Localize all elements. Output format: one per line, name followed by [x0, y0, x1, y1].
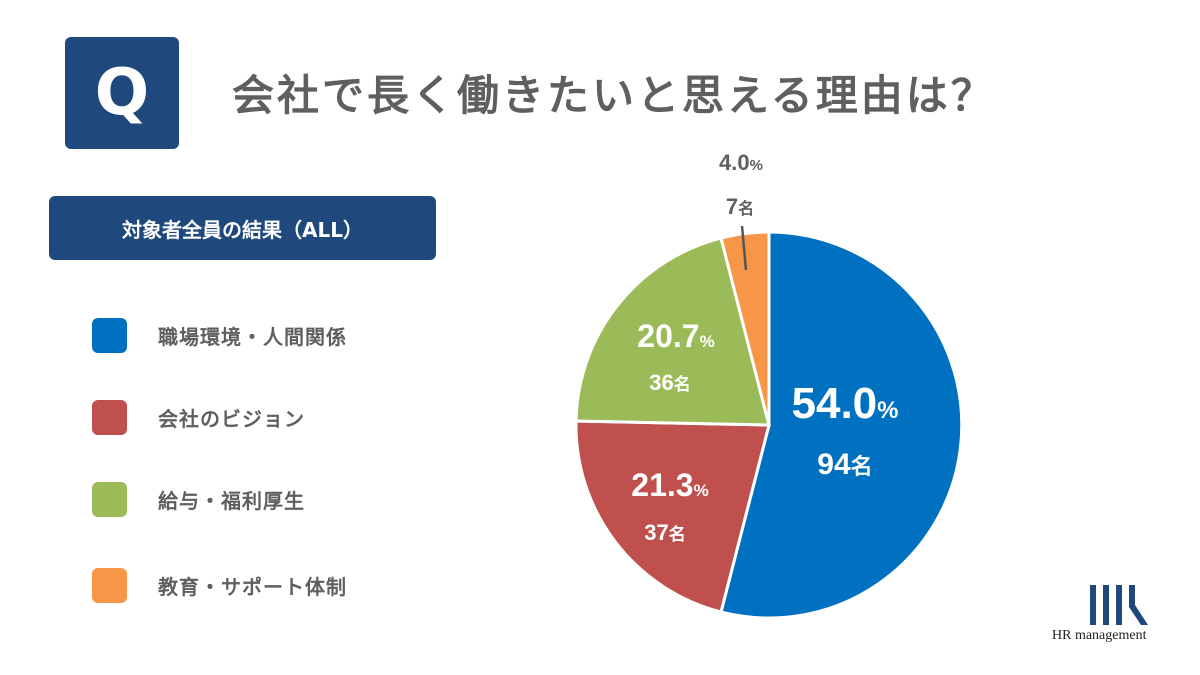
logo-text: HR management	[1052, 628, 1147, 643]
segment-badge: 対象者全員の結果（ALL）	[49, 196, 436, 260]
legend-item: 教育・サポート体制	[92, 568, 347, 603]
slice-label-pct: 20.7%	[637, 318, 714, 354]
legend-item: 会社のビジョン	[92, 400, 305, 435]
legend-swatch-red	[92, 400, 127, 435]
legend-swatch-blue	[92, 318, 127, 353]
slice-label-pct: 4.0%	[719, 150, 763, 175]
slice-label-count: 37名	[644, 520, 685, 545]
slice-salary	[574, 236, 771, 427]
legend-item: 職場環境・人間関係	[92, 318, 347, 353]
slice-vision	[574, 419, 771, 614]
legend-label: 職場環境・人間関係	[158, 325, 347, 349]
page-title: 会社で長く働きたいと思える理由は？	[232, 71, 996, 120]
hr-management-logo-icon	[1090, 585, 1148, 625]
segment-badge-label: 対象者全員の結果（ALL）	[122, 217, 363, 242]
legend-item: 給与・福利厚生	[92, 482, 305, 517]
question-badge: Q	[65, 37, 179, 149]
slice-label-pct: 54.0%	[792, 379, 899, 428]
leader-line	[740, 225, 748, 271]
slice-education	[719, 230, 771, 426]
legend-label: 給与・福利厚生	[158, 489, 305, 513]
slice-label-count: 7名	[726, 194, 754, 219]
legend-label: 会社のビジョン	[158, 407, 305, 431]
legend-swatch-orange	[92, 568, 127, 603]
legend-swatch-green	[92, 482, 127, 517]
slice-label-count: 36名	[649, 370, 690, 395]
slice-label-pct: 21.3%	[631, 467, 708, 503]
slice-workplace	[719, 230, 964, 620]
question-letter: Q	[94, 56, 150, 130]
slice-label-count: 94名	[817, 448, 872, 481]
legend-label: 教育・サポート体制	[158, 575, 347, 599]
